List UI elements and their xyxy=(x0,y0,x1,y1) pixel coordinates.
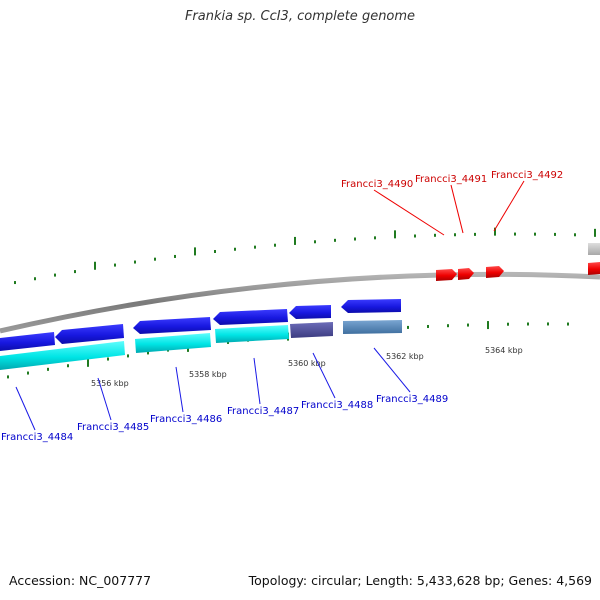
cds-track xyxy=(0,320,402,370)
minor-tick xyxy=(227,340,229,344)
minor-tick xyxy=(214,249,216,253)
leader-line xyxy=(175,366,184,413)
accession-label: Accession: NC_007777 xyxy=(9,573,152,588)
cds-francci3-4488[interactable] xyxy=(290,322,333,338)
minor-tick xyxy=(54,273,56,277)
minor-tick xyxy=(7,375,9,379)
leader-line xyxy=(450,184,464,234)
minor-tick xyxy=(154,257,156,261)
gene-francci3-4491[interactable] xyxy=(458,268,474,280)
scale-tick-label: 5356 kbp xyxy=(91,379,129,388)
gene-label-reverse[interactable]: Francci3_4484 xyxy=(1,432,73,443)
minor-tick xyxy=(507,322,509,326)
minor-tick xyxy=(107,357,109,361)
genome-map-title: Frankia sp. CcI3, complete genome xyxy=(184,9,416,24)
gene-francci3-4485[interactable] xyxy=(55,324,124,344)
gene-label-forward[interactable]: Francci3_4490 xyxy=(341,179,413,190)
minor-tick xyxy=(74,270,76,274)
cds-francci3-4486[interactable] xyxy=(135,333,211,353)
leader-line xyxy=(253,357,261,405)
gene-francci3-4490[interactable] xyxy=(436,269,457,281)
gene-labels: Francci3_4490 Francci3_4491 Francci3_4492 F… xyxy=(1,170,563,443)
minor-tick xyxy=(527,322,529,326)
minor-tick xyxy=(254,245,256,249)
leader-line xyxy=(493,180,525,232)
minor-tick xyxy=(34,277,36,281)
minor-tick xyxy=(434,233,436,237)
scale-tick-label: 5364 kbp xyxy=(485,346,523,355)
minor-tick xyxy=(514,232,516,236)
minor-tick xyxy=(234,247,236,251)
minor-tick xyxy=(134,260,136,264)
major-tick xyxy=(594,228,596,237)
forward-strand-track xyxy=(436,243,600,281)
reverse-strand-track xyxy=(0,299,401,351)
minor-tick xyxy=(567,322,569,326)
cds-francci3-4489[interactable] xyxy=(343,320,402,334)
gene-francci3-4489[interactable] xyxy=(341,299,401,313)
major-tick xyxy=(87,358,89,367)
minor-tick xyxy=(174,254,176,258)
gene-francci3-4488[interactable] xyxy=(289,305,331,319)
genome-summary: Topology: circular; Length: 5,433,628 bp… xyxy=(248,573,592,588)
leader-line xyxy=(373,189,445,236)
genome-backbone xyxy=(0,271,600,334)
gene-label-forward[interactable]: Francci3_4491 xyxy=(415,174,487,185)
minor-tick xyxy=(314,240,316,244)
gene-label-reverse[interactable]: Francci3_4485 xyxy=(77,422,149,433)
scale-tick-labels: 5356 kbp 5358 kbp 5360 kbp 5362 kbp 5364 kbp xyxy=(91,346,523,388)
gene-francci3-4487[interactable] xyxy=(213,309,288,325)
scale-tick-label: 5360 kbp xyxy=(288,359,326,368)
major-tick xyxy=(294,236,296,245)
major-tick xyxy=(487,321,489,330)
minor-tick xyxy=(147,351,149,355)
minor-tick xyxy=(127,354,129,358)
minor-tick xyxy=(14,281,16,285)
minor-tick xyxy=(454,233,456,237)
major-tick xyxy=(194,247,196,256)
minor-tick xyxy=(554,232,556,236)
minor-tick xyxy=(414,234,416,238)
minor-tick xyxy=(427,324,429,328)
major-tick xyxy=(94,261,96,270)
gene-francci3-4484[interactable] xyxy=(0,332,55,351)
cds-francci3-4484[interactable] xyxy=(0,341,125,370)
gene-offscreen-forward[interactable] xyxy=(588,262,600,275)
leader-line xyxy=(312,352,336,399)
minor-tick xyxy=(274,243,276,247)
leader-line xyxy=(373,347,411,393)
major-tick xyxy=(394,230,396,239)
minor-tick xyxy=(467,323,469,327)
minor-tick xyxy=(27,371,29,375)
minor-tick xyxy=(354,237,356,241)
minor-tick xyxy=(334,238,336,242)
minor-tick xyxy=(574,233,576,237)
outer-tick-ring xyxy=(14,227,596,285)
gene-label-reverse[interactable]: Francci3_4488 xyxy=(301,400,373,411)
gene-francci3-4492[interactable] xyxy=(486,266,504,278)
cds-francci3-4487[interactable] xyxy=(215,325,289,343)
scale-tick-label: 5358 kbp xyxy=(189,370,227,379)
minor-tick xyxy=(47,367,49,371)
scale-tick-label: 5362 kbp xyxy=(386,352,424,361)
gene-label-reverse[interactable]: Francci3_4489 xyxy=(376,394,448,405)
minor-tick xyxy=(374,236,376,240)
gene-francci3-4486[interactable] xyxy=(133,317,211,334)
major-tick xyxy=(494,227,496,236)
gene-label-forward[interactable]: Francci3_4492 xyxy=(491,170,563,181)
minor-tick xyxy=(474,232,476,236)
gene-label-reverse[interactable]: Francci3_4486 xyxy=(150,414,222,425)
gene-label-reverse[interactable]: Francci3_4487 xyxy=(227,406,299,417)
minor-tick xyxy=(547,322,549,326)
leader-line xyxy=(97,377,112,421)
gene-label-leaders xyxy=(15,180,525,431)
minor-tick xyxy=(447,324,449,328)
minor-tick xyxy=(67,364,69,368)
gene-offscreen-gray[interactable] xyxy=(588,243,600,255)
leader-line xyxy=(15,386,36,431)
minor-tick xyxy=(534,232,536,236)
minor-tick xyxy=(407,325,409,329)
minor-tick xyxy=(114,263,116,267)
